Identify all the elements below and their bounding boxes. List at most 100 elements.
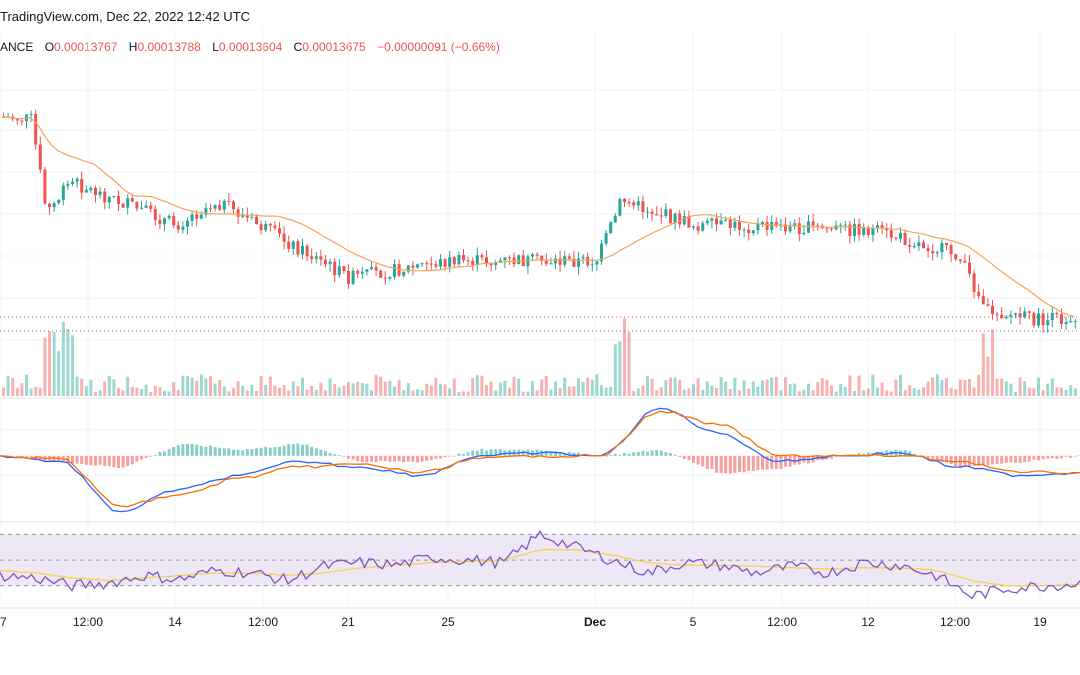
candle-body: [324, 259, 327, 265]
macd-hist-bar: [314, 448, 318, 456]
candle-body: [540, 255, 544, 261]
macd-hist-bar: [756, 455, 760, 471]
open-label: O: [44, 40, 55, 54]
candle-body: [1018, 313, 1022, 318]
macd-hist-bar: [549, 451, 553, 456]
volume-bar: [296, 386, 300, 396]
volume-bar: [609, 387, 613, 396]
volume-bar: [977, 374, 981, 396]
macd-hist-bar: [1046, 455, 1050, 459]
candle-body: [940, 242, 944, 253]
volume-bar: [489, 381, 493, 396]
macd-hist-bar: [535, 449, 539, 456]
volume-bar: [862, 390, 866, 396]
volume-bar: [480, 375, 484, 396]
volume-bar: [554, 381, 557, 396]
candle-body: [94, 187, 97, 195]
candle-body: [1027, 311, 1031, 313]
macd-hist-bar: [291, 444, 295, 456]
macd-hist-bar: [282, 445, 286, 456]
candle-body: [655, 214, 659, 216]
volume-bar: [319, 382, 323, 396]
candle-body: [34, 114, 38, 145]
volume-bar: [531, 381, 534, 396]
candle-body: [719, 220, 723, 225]
volume-bar: [98, 390, 102, 396]
volume-bar: [255, 390, 258, 396]
volume-bar: [820, 378, 824, 396]
candle-body: [255, 216, 258, 225]
macd-hist-bar: [866, 452, 870, 456]
x-tick-label: 12:00: [767, 615, 797, 629]
volume-bar: [512, 376, 516, 396]
volume-bar: [250, 384, 254, 396]
low-value: 0.00013604: [218, 40, 283, 54]
candle-body: [871, 228, 875, 235]
candle-body: [632, 202, 636, 206]
macd-hist-bar: [554, 451, 557, 456]
candle-body: [1069, 321, 1073, 323]
macd-hist-bar: [149, 455, 153, 457]
candle-body: [595, 261, 599, 265]
volume-bar: [1073, 388, 1077, 396]
candle-body: [117, 195, 120, 204]
candle-body: [439, 259, 442, 267]
candles: [2, 109, 1077, 333]
macd-hist-bar: [972, 455, 976, 466]
candle-body: [328, 261, 332, 265]
candle-body: [209, 208, 212, 210]
volume-bar: [232, 387, 235, 396]
candle-body: [931, 251, 935, 254]
volume-bar: [411, 390, 415, 396]
candle-body: [176, 225, 180, 230]
volume-bar: [163, 390, 166, 396]
volume-bar: [636, 388, 640, 396]
volume-bar: [866, 388, 870, 396]
macd-hist-bar: [84, 455, 88, 465]
source-text: TradingView.com, Dec 22, 2022 12:42 UTC: [0, 9, 251, 24]
macd-hist-bar: [153, 454, 157, 456]
volume-bar: [448, 388, 452, 396]
volume-bar: [540, 379, 544, 396]
candle-body: [912, 246, 916, 248]
volume-bar: [912, 387, 916, 396]
candle-body: [710, 218, 714, 221]
volume-bar: [981, 333, 985, 396]
high-value: 0.00013788: [137, 40, 201, 54]
volume-bar: [494, 390, 498, 396]
macd-hist-bar: [986, 455, 990, 466]
volume-bar: [475, 375, 479, 396]
volume-bar: [314, 389, 318, 396]
x-tick-label: 19: [1033, 615, 1047, 629]
candle-body: [485, 257, 488, 264]
candle-body: [268, 223, 272, 226]
volume-bar: [899, 374, 902, 396]
candle-body: [747, 229, 751, 234]
candle-body: [549, 263, 553, 265]
candle-body: [287, 241, 291, 249]
volume-bar: [443, 384, 447, 396]
macd-hist-bar: [264, 446, 268, 456]
macd-hist-bar: [406, 455, 410, 462]
macd-hist-bar: [176, 445, 180, 456]
candle-body: [222, 200, 226, 210]
candle-body: [494, 262, 498, 266]
volume-bar: [186, 376, 189, 396]
macd-hist-bar: [439, 455, 442, 459]
candle-body: [452, 257, 456, 265]
candle-body: [903, 232, 907, 245]
volume-bar: [15, 387, 19, 396]
volume-bar: [1069, 385, 1073, 396]
macd-hist-bar: [310, 446, 314, 456]
volume-bar: [158, 387, 162, 396]
volume-bar: [264, 384, 268, 396]
x-tick-label: 7: [0, 615, 7, 629]
volume-bar: [954, 389, 958, 396]
volume-bar: [204, 378, 208, 396]
macd-hist-bar: [241, 450, 245, 456]
volume-bar: [1004, 381, 1008, 396]
volume-bar: [940, 380, 944, 396]
candle-body: [314, 256, 318, 259]
macd-hist-bar: [181, 444, 185, 456]
